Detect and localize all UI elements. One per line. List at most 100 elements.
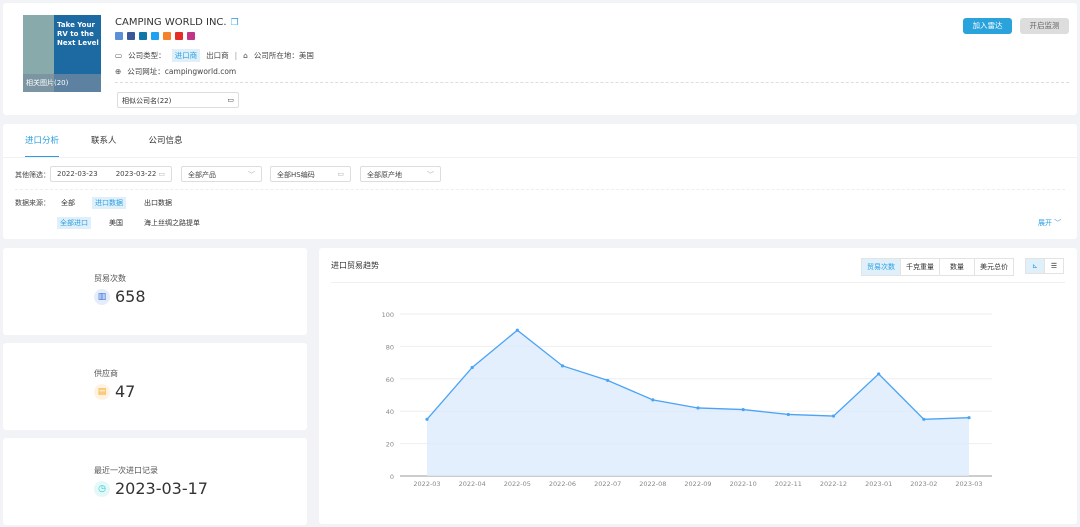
- chevron-down-icon: ﹀: [248, 171, 255, 179]
- metric-usd-total[interactable]: 美元总价: [974, 259, 1013, 275]
- website-label: 公司网址：: [127, 67, 165, 76]
- filter-panel: 进口分析 联系人 公司信息 其他筛选： 2022-03-23 2023-03-22…: [3, 124, 1077, 239]
- globe-icon: ⊕: [115, 67, 122, 76]
- youtube-icon[interactable]: [175, 32, 183, 40]
- similar-companies-label: 相似公司名(22): [122, 97, 172, 105]
- source-import[interactable]: 进口数据: [92, 197, 126, 209]
- divider: [115, 82, 1069, 83]
- hs-code-select[interactable]: 全部HS编码 ▭: [270, 166, 351, 182]
- date-to: 2023-03-22: [115, 170, 157, 178]
- website-link[interactable]: campingworld.com: [164, 67, 237, 76]
- x-tick-label: 2023-03: [955, 480, 982, 488]
- area-fill: [427, 330, 969, 476]
- logo-text: Take Your RV to the Next Level: [57, 21, 99, 47]
- x-tick-label: 2022-12: [820, 480, 847, 488]
- stat-value: 47: [115, 382, 136, 401]
- x-tick-label: 2022-05: [504, 480, 531, 488]
- chevron-down-icon: ﹀: [427, 171, 434, 179]
- tab-import-analysis[interactable]: 进口分析: [25, 134, 60, 158]
- calendar-icon: ▭: [337, 170, 344, 178]
- divider: |: [234, 51, 238, 60]
- company-logo-image[interactable]: Take Your RV to the Next Level 相关图片(20): [23, 15, 101, 92]
- stat-label: 供应商: [94, 369, 118, 378]
- y-tick-label: 100: [382, 311, 394, 319]
- trend-chart-card: 进口贸易趋势 贸易次数 千克重量 数量 美元总价 ⊾ ☰ 0 20 40 60 80 10…: [319, 248, 1077, 524]
- metric-trade-count[interactable]: 贸易次数: [862, 259, 900, 275]
- web-icon[interactable]: [115, 32, 123, 40]
- expand-button[interactable]: 展开 ﹀: [1038, 218, 1061, 228]
- facebook-icon[interactable]: [127, 32, 135, 40]
- metric-quantity[interactable]: 数量: [939, 259, 974, 275]
- company-name-text: CAMPING WORLD INC.: [115, 17, 227, 28]
- twitter-icon[interactable]: [151, 32, 159, 40]
- subsource-usa[interactable]: 美国: [109, 219, 123, 227]
- data-point: [967, 416, 971, 420]
- data-point: [515, 328, 519, 332]
- y-tick-label: 80: [386, 343, 394, 351]
- location-value: 美国: [298, 51, 314, 60]
- stat-value-row: ▤ 47: [94, 382, 135, 401]
- phone-icon[interactable]: [163, 32, 171, 40]
- x-tick-label: 2022-11: [775, 480, 802, 488]
- chart-title: 进口贸易趋势: [331, 261, 379, 270]
- y-tick-label: 60: [386, 376, 394, 384]
- metric-weight-kg[interactable]: 千克重量: [900, 259, 939, 275]
- stat-label: 贸易次数: [94, 274, 126, 283]
- trend-chart: 0 20 40 60 80 100 2022-03 2022-04 2022-05 2022-06…: [382, 311, 992, 488]
- location-label: 公司所在地：: [253, 51, 299, 60]
- table-icon[interactable]: ☰: [1043, 259, 1063, 273]
- tab-company-info[interactable]: 公司信息: [148, 136, 183, 146]
- origin-select[interactable]: 全部原产地 ﹀: [360, 166, 441, 182]
- calendar-icon: ▭: [227, 96, 234, 104]
- view-toggle: ⊾ ☰: [1025, 258, 1065, 274]
- company-type-row: ▭ 公司类型： 进口商 出口商 | ⌂ 公司所在地： 美国: [115, 49, 314, 62]
- x-tick-label: 2022-04: [459, 480, 486, 488]
- instagram-icon[interactable]: [187, 32, 195, 40]
- source-export[interactable]: 出口数据: [144, 199, 172, 207]
- data-point: [606, 378, 610, 383]
- type-exporter-tag: 出口商: [206, 51, 229, 60]
- origin-value: 全部原产地: [367, 171, 402, 179]
- data-point: [741, 407, 745, 412]
- tabs: 进口分析 联系人 公司信息: [25, 134, 183, 158]
- company-type-icon: ▭: [115, 51, 123, 60]
- clock-icon: ◷: [94, 480, 110, 497]
- data-point: [470, 365, 474, 370]
- chevron-down-icon: ﹀: [1054, 219, 1062, 227]
- subsource-silk-road[interactable]: 海上丝绸之路提单: [144, 219, 200, 227]
- date-range-picker[interactable]: 2022-03-23 2023-03-22 ▭: [50, 166, 172, 182]
- tab-contacts[interactable]: 联系人: [91, 136, 117, 146]
- social-links: [115, 32, 195, 40]
- data-point: [831, 414, 836, 418]
- divider: [3, 157, 1077, 158]
- y-tick-label: 40: [386, 408, 394, 416]
- copy-icon[interactable]: ❐: [230, 18, 239, 28]
- data-source-label: 数据来源：: [15, 199, 50, 207]
- divider: [15, 189, 1065, 190]
- source-all[interactable]: 全部: [61, 199, 75, 207]
- location-icon: ⌂: [243, 51, 248, 60]
- x-tick-label: 2023-01: [865, 480, 892, 488]
- data-point: [560, 364, 565, 368]
- subsource-all-import[interactable]: 全部进口: [57, 217, 91, 229]
- stat-value: 2023-03-17: [115, 479, 208, 498]
- product-select[interactable]: 全部产品 ﹀: [181, 166, 262, 182]
- stat-card: 贸易次数 ▥ 658: [3, 248, 307, 335]
- line-chart-icon[interactable]: ⊾: [1026, 259, 1044, 273]
- website-row: ⊕ 公司网址： campingworld.com: [115, 66, 236, 77]
- data-point: [696, 406, 700, 410]
- stat-label: 最近一次进口记录: [94, 466, 158, 475]
- add-radar-button[interactable]: 加入雷达: [963, 18, 1012, 34]
- bar-chart-icon: ▥: [94, 288, 110, 305]
- y-tick-label: 20: [386, 441, 394, 449]
- linkedin-icon[interactable]: [139, 32, 147, 40]
- monitor-button[interactable]: 开启监测: [1020, 18, 1069, 34]
- x-tick-label: 2022-09: [684, 480, 711, 488]
- stat-card: 供应商 ▤ 47: [3, 343, 307, 430]
- data-point: [922, 417, 926, 421]
- x-tick-label: 2023-02: [910, 480, 937, 488]
- stat-value-row: ▥ 658: [94, 287, 146, 306]
- related-images-link[interactable]: 相关图片(20): [23, 74, 101, 92]
- data-point: [786, 412, 790, 417]
- similar-companies-dropdown[interactable]: 相似公司名(22) ▭: [117, 92, 239, 108]
